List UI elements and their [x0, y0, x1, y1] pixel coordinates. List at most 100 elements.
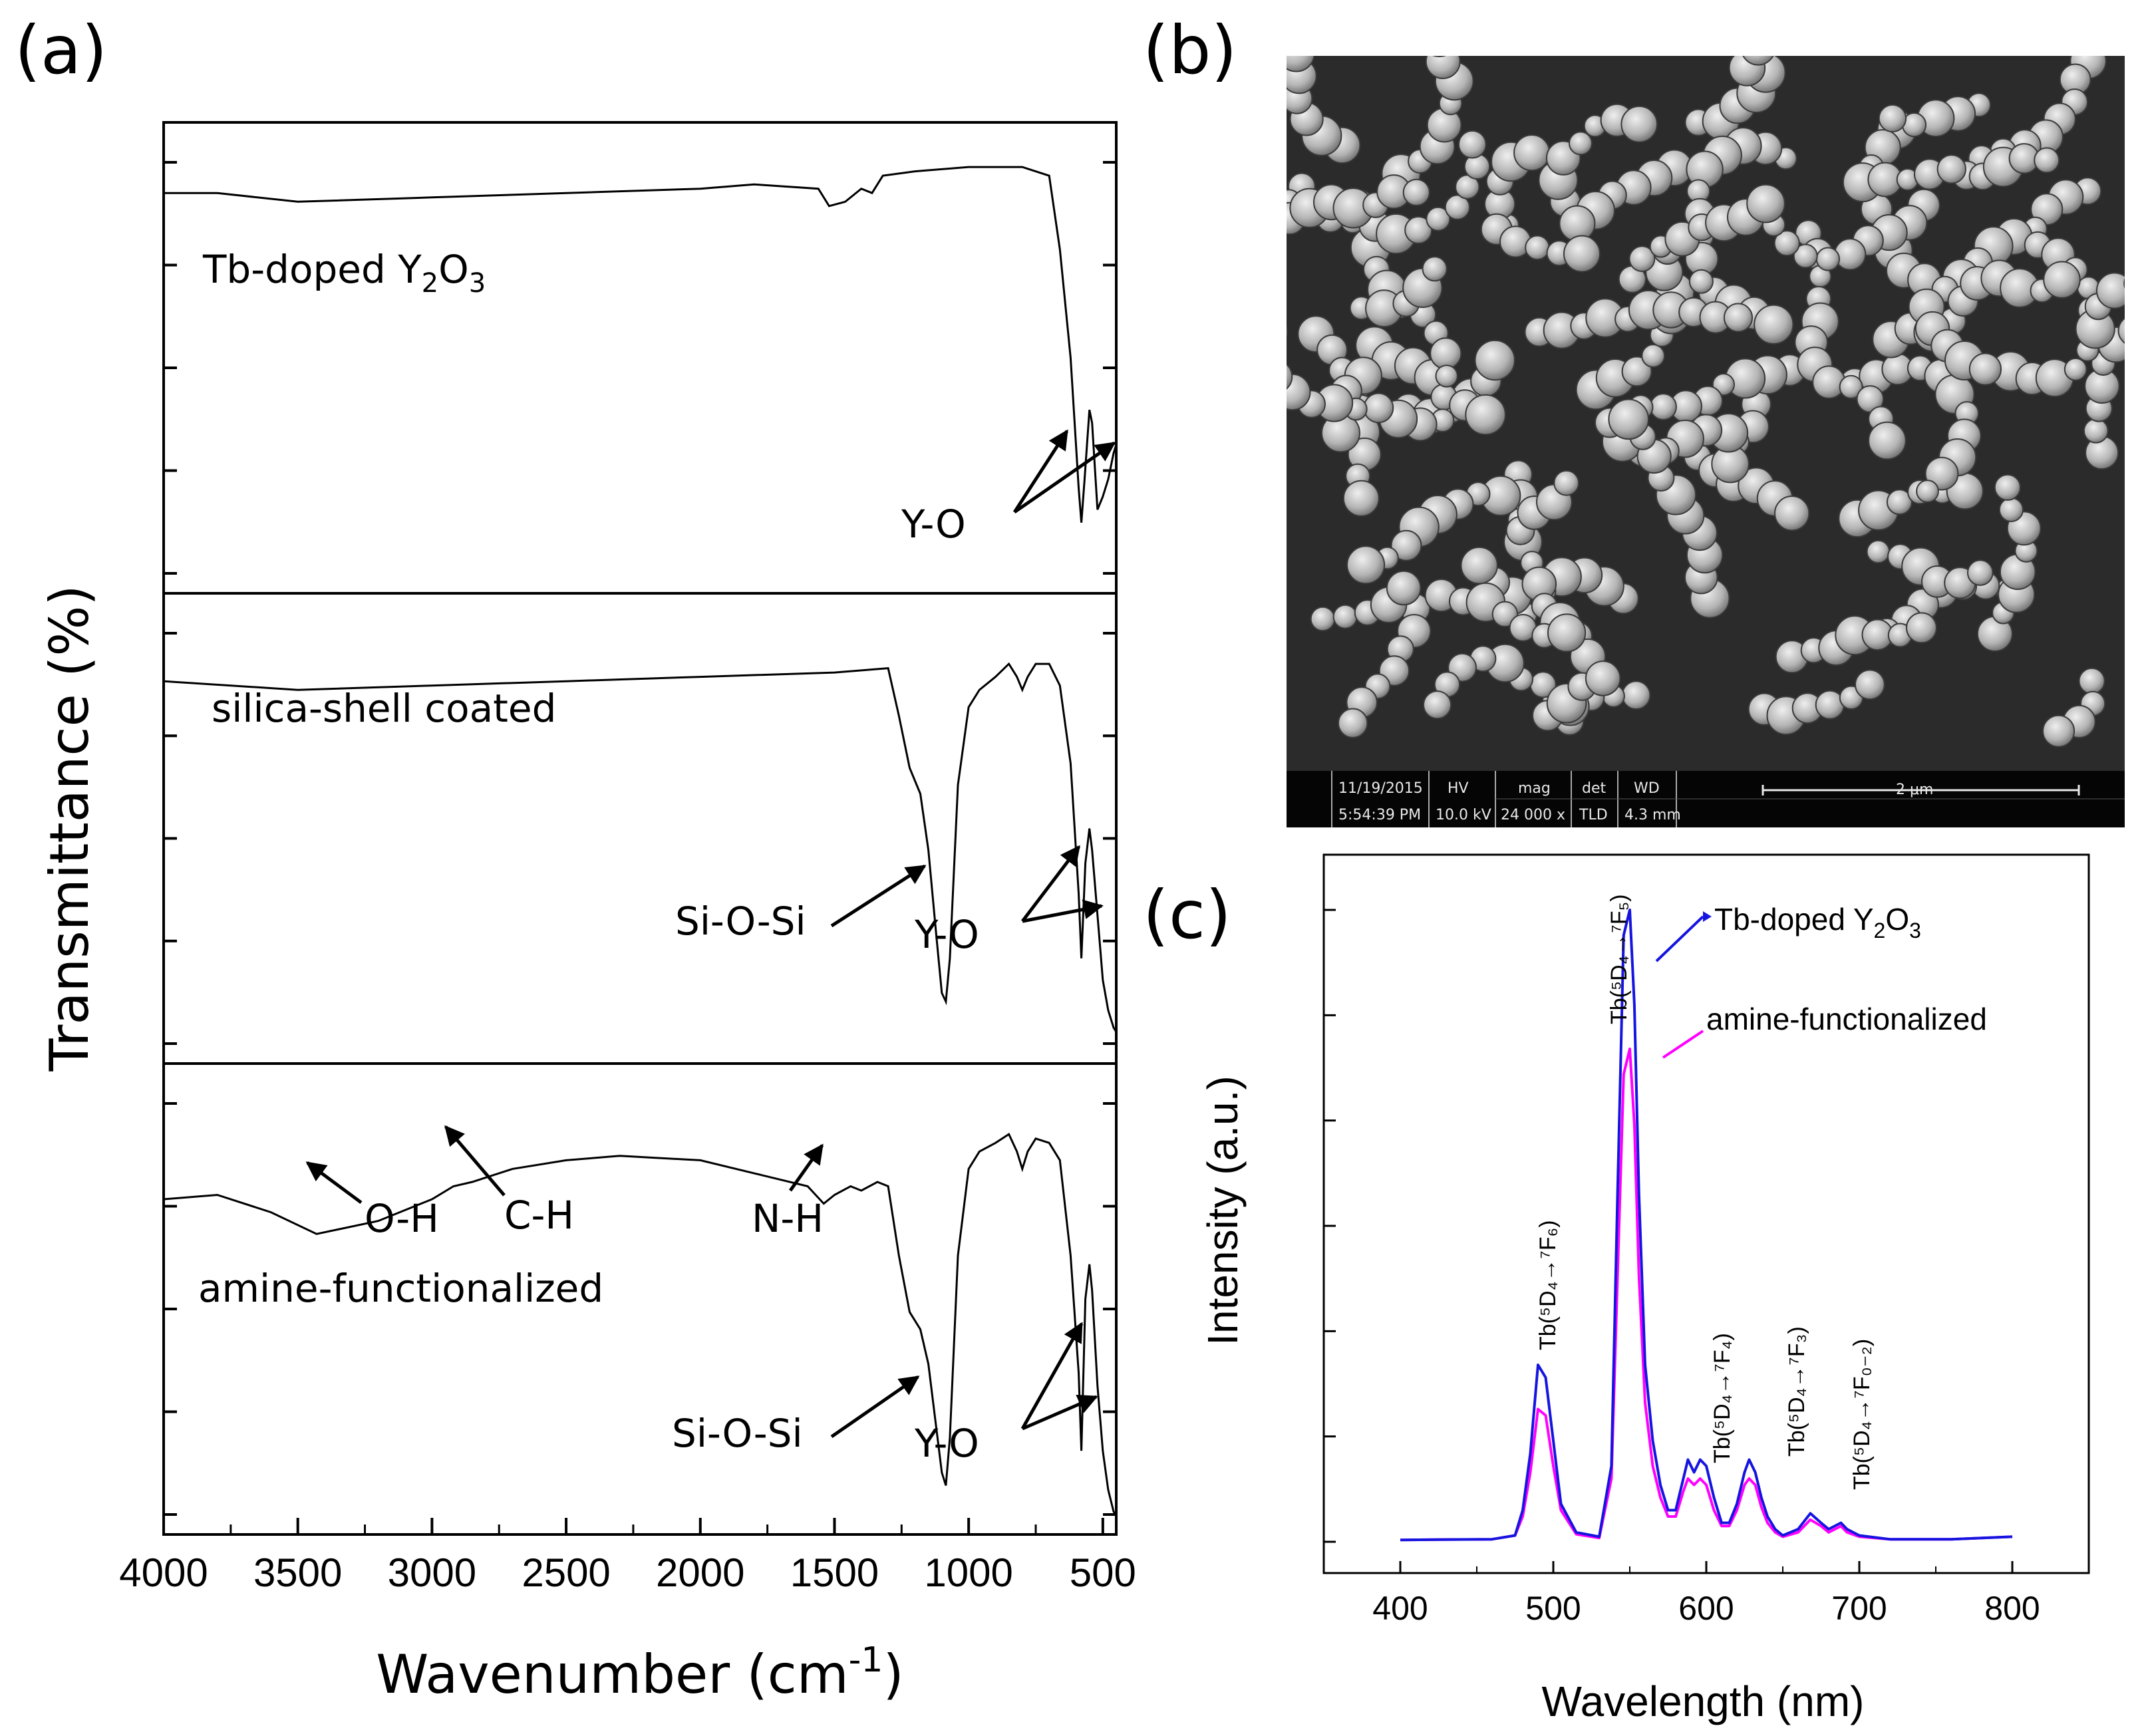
sem-particle: [2078, 667, 2105, 695]
ftir-annot-yo-1: Y-O: [901, 502, 966, 547]
sem-particle: [1774, 496, 1810, 531]
sem-particle: [1563, 235, 1601, 273]
sem-particle: [1754, 304, 1794, 345]
ftir-arrow-yo-3b: [1022, 1394, 1098, 1431]
ftir-x-tick-label: 2500: [522, 1550, 610, 1595]
sem-particle: [1621, 680, 1651, 710]
sem-particle: [1422, 256, 1448, 282]
ftir-annot-oh: O-H: [365, 1196, 439, 1241]
sem-particle: [1513, 134, 1551, 172]
sem-particle: [1474, 339, 1515, 381]
ftir-spectrum-3: [163, 1132, 1118, 1517]
pl-x-tick-label: 800: [1984, 1590, 2040, 1627]
sem-image: 11/19/2015 5:54:39 PM HV 10.0 kV mag 24 …: [1207, 0, 2125, 827]
ftir-arrow-nh: [788, 1143, 824, 1192]
pl-series-blue: [1400, 909, 2013, 1542]
sem-det-label: det: [1582, 780, 1607, 797]
ftir-subplot-frame-2: [162, 592, 1118, 1065]
sem-mag-label: mag: [1518, 780, 1551, 797]
sem-particle: [1256, 178, 1283, 204]
sem-particle: [1444, 194, 1471, 220]
sem-particle: [1968, 353, 2002, 386]
sem-particle: [1621, 356, 1652, 387]
ftir-x-tick-labels: 4000 3500 3000 2500 2000 1500 1000 500: [119, 1550, 1136, 1595]
sem-particles: [1207, 0, 2125, 748]
ftir-x-tick-label: 1000: [924, 1550, 1012, 1595]
ftir-x-tick-label: 2000: [656, 1550, 744, 1595]
sem-particle: [2034, 147, 2060, 174]
ftir-chart: 4000 3500 3000 2500 2000 1500 1000 500 Tb-doped…: [39, 121, 1136, 1705]
ftir-annot-sio-2: Si-O-Si: [675, 899, 806, 944]
sem-particle: [1783, 0, 1819, 17]
sem-particle: [1287, 56, 1315, 72]
ftir-annot-nh: N-H: [752, 1196, 824, 1241]
pl-legend-line-blue: [1655, 915, 1704, 962]
sem-particle: [1547, 613, 1587, 652]
sem-particle: [1868, 421, 1907, 460]
sem-particle: [1285, 0, 1321, 27]
ftir-subplot-frame-1: [162, 121, 1118, 595]
sem-particle: [1261, 343, 1285, 366]
sem-particle: [1805, 0, 1841, 12]
sem-particle: [1620, 105, 1658, 143]
sem-particle: [1793, 243, 1818, 269]
ftir-annot-sio-3: Si-O-Si: [672, 1411, 803, 1456]
sem-particle: [1287, 363, 1293, 390]
sem-hv: 10.0 kV: [1436, 807, 1491, 823]
sem-particle: [1430, 337, 1462, 370]
sem-particle: [1866, 539, 1891, 564]
sem-particle: [1404, 216, 1433, 244]
sem-particle: [2096, 272, 2125, 309]
sem-particle: [1435, 364, 1458, 388]
sem-particle: [1723, 303, 1754, 333]
sem-scale-text: 2 μm: [1896, 782, 1933, 798]
sem-particle: [1771, 1, 1794, 24]
ftir-x-tick-label: 4000: [119, 1550, 208, 1595]
sem-particle: [1301, 0, 1330, 4]
sem-particle: [1608, 398, 1649, 440]
sem-particle: [1310, 606, 1336, 632]
sem-particle: [1287, 326, 1288, 338]
sem-det: TLD: [1579, 807, 1608, 823]
sem-particle: [1585, 660, 1621, 696]
sem-particle: [1525, 235, 1550, 261]
ftir-arrow-oh: [305, 1161, 363, 1205]
sem-particle: [1465, 394, 1506, 436]
panel-label-c: (c): [1143, 876, 1231, 954]
pl-peak-label-4: Tb(⁵D₄→⁷F₃): [1784, 1326, 1809, 1457]
sem-time: 5:54:39 PM: [1338, 807, 1421, 823]
sem-particle: [1833, 238, 1867, 271]
ftir-arrow-yo-2a: [1021, 845, 1080, 923]
sem-particle: [1426, 206, 1451, 231]
sem-particle: [1338, 708, 1368, 738]
sem-particle: [1815, 247, 1840, 271]
sem-particle: [1432, 56, 1446, 57]
ftir-label-amine: amine-functionalized: [198, 1266, 603, 1311]
sem-particle: [1207, 128, 1240, 160]
sem-particle: [1402, 178, 1430, 206]
ftir-y-axis-label: Transmittance (%): [39, 585, 100, 1072]
ftir-x-axis-label: Wavenumber (cm-1): [376, 1640, 903, 1705]
pl-lines: [1400, 909, 2013, 1542]
sem-particle: [1423, 690, 1452, 720]
sem-particle: [1855, 669, 1885, 700]
sem-particle: [1832, 0, 1856, 15]
sem-wd-label: WD: [1634, 780, 1660, 797]
ftir-arrow-ch: [444, 1125, 506, 1197]
sem-particle: [1916, 480, 1939, 503]
ftir-x-tick-label: 3000: [388, 1550, 476, 1595]
ftir-lines: [163, 166, 1118, 1517]
sem-particle: [1641, 344, 1666, 368]
sem-particle: [2042, 714, 2075, 748]
sem-particle: [1878, 104, 1907, 133]
pl-x-tick-label: 500: [1525, 1590, 1581, 1627]
sem-particle: [1342, 480, 1380, 517]
ftir-arrow-yo-1a: [1012, 429, 1069, 513]
ftir-x-tick-label: 500: [1070, 1550, 1136, 1595]
sem-particle: [1363, 392, 1394, 424]
sem-particle: [1736, 12, 1771, 47]
ftir-spectrum-1: [164, 166, 1118, 523]
sem-particle: [1967, 559, 1994, 586]
pl-ticks: [1324, 909, 2014, 1573]
pl-legend-line-magenta: [1662, 1030, 1704, 1059]
